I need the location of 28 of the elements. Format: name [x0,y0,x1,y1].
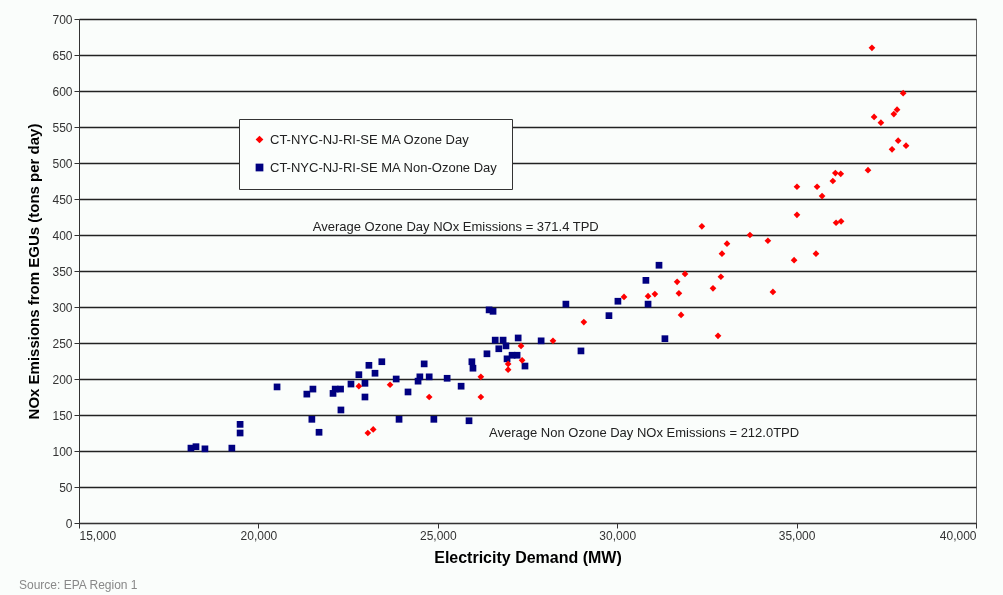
y-tick-label: 700 [52,12,73,27]
y-tick-label: 500 [52,156,73,171]
source-note: Source: EPA Region 1 [19,578,138,592]
y-tick-label: 400 [52,228,73,243]
x-tick-label: 40,000 [939,528,977,543]
y-tick-label: 350 [52,264,73,279]
annotation: Average Non Ozone Day NOx Emissions = 212.0TPD [489,425,800,440]
y-axis-title: NOx Emissions from EGUs (tons per day) [25,123,43,420]
y-tick-label: 50 [59,480,73,495]
y-tick-label: 600 [52,84,73,99]
y-tick-label: 250 [52,336,73,351]
x-tick-label: 30,000 [599,528,637,543]
y-tick-label: 100 [52,444,73,459]
legend-label: CT-NYC-NJ-RI-SE MA Ozone Day [270,131,470,147]
y-tick-label: 300 [52,300,73,315]
y-tick-label: 150 [52,408,73,423]
y-tick-label: 450 [52,192,73,207]
legend-label: CT-NYC-NJ-RI-SE MA Non-Ozone Day [270,159,498,175]
x-axis-title: Electricity Demand (MW) [434,548,622,566]
y-tick-label: 650 [52,48,73,63]
y-tick-label: 550 [52,120,73,135]
x-tick-label: 35,000 [778,528,816,543]
annotation: Average Ozone Day NOx Emissions = 371.4 TPD [312,219,599,234]
y-tick-label: 0 [65,516,73,531]
x-tick-label: 25,000 [419,528,457,543]
x-tick-label: 20,000 [240,528,278,543]
y-tick-label: 200 [52,372,73,387]
x-tick-label: 15,000 [79,528,117,543]
